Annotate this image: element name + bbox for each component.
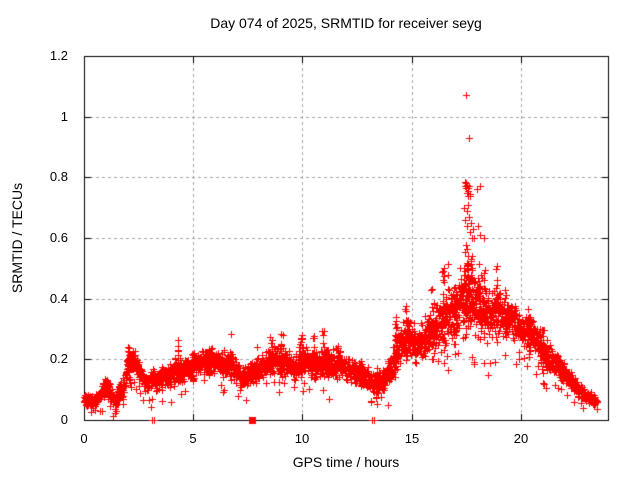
x-axis-label: GPS time / hours	[292, 454, 400, 470]
chart-title: Day 074 of 2025, SRMTID for receiver sey…	[210, 15, 482, 31]
x-tick-label: 0	[80, 431, 88, 446]
x-tick-label: 5	[189, 431, 197, 446]
x-tick-label: 20	[513, 431, 529, 446]
x-tick-label: 10	[294, 431, 310, 446]
y-tick-label: 1	[60, 109, 68, 124]
y-tick-label: 0.6	[49, 230, 68, 245]
y-tick-label: 0.4	[49, 291, 68, 306]
y-tick-label: 0.2	[49, 351, 68, 366]
y-tick-label: 1.2	[49, 48, 68, 63]
y-tick-label: 0.8	[49, 169, 68, 184]
x-tick-label: 15	[404, 431, 420, 446]
y-tick-label: 0	[60, 412, 68, 427]
